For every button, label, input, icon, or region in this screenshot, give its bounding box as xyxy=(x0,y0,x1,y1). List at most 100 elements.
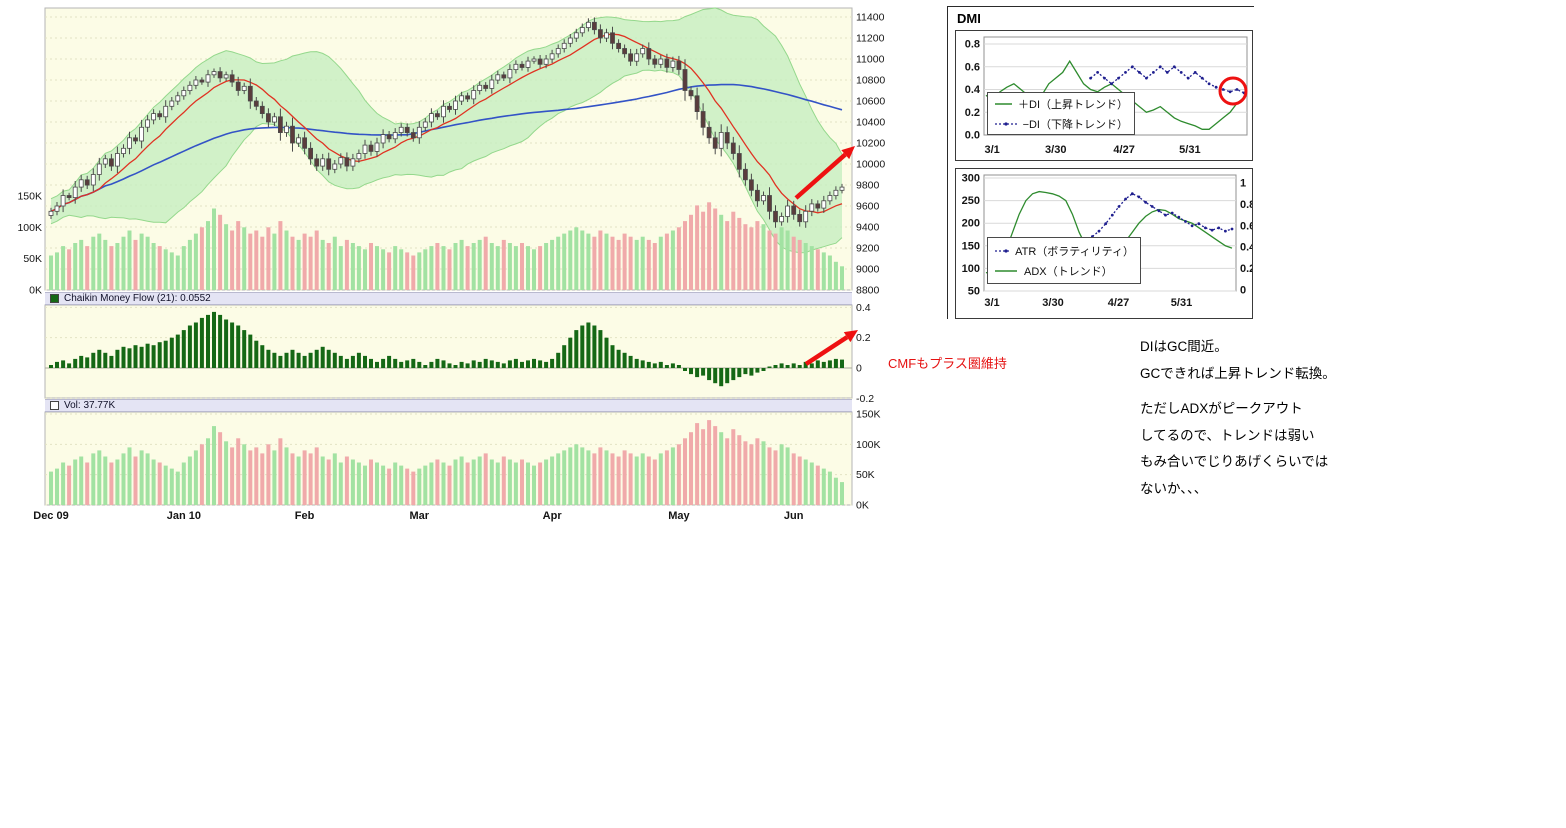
svg-text:1: 1 xyxy=(1240,178,1246,190)
dmi-legend-minus-di: −DI（下降トレンド） xyxy=(994,116,1128,132)
svg-text:3/1: 3/1 xyxy=(984,297,999,309)
comment-line: してるので、トレンドは弱い xyxy=(1140,427,1315,443)
svg-text:3/1: 3/1 xyxy=(984,144,999,156)
svg-text:0.8: 0.8 xyxy=(1240,199,1252,211)
svg-text:100: 100 xyxy=(962,263,980,275)
svg-text:May: May xyxy=(668,510,690,522)
svg-text:50: 50 xyxy=(968,286,980,298)
svg-text:10200: 10200 xyxy=(856,138,885,150)
volume-series-swatch xyxy=(50,401,59,410)
svg-text:9000: 9000 xyxy=(856,264,880,276)
svg-text:Mar: Mar xyxy=(410,510,430,522)
svg-text:4/27: 4/27 xyxy=(1108,297,1129,309)
svg-text:200: 200 xyxy=(962,218,980,230)
svg-text:250: 250 xyxy=(962,195,980,207)
svg-text:0.4: 0.4 xyxy=(1240,242,1252,254)
comment-line: ないか、、、 xyxy=(1140,480,1208,496)
comment-line: DIはGC間近。 xyxy=(1140,339,1228,354)
cmf-bars xyxy=(49,311,844,387)
gc-highlight-circle xyxy=(1218,76,1248,106)
volume-panel-bars xyxy=(49,420,844,505)
svg-text:300: 300 xyxy=(962,173,980,185)
svg-text:0.6: 0.6 xyxy=(965,61,980,73)
comment-line: ただしADXがピークアウト xyxy=(1140,401,1303,416)
atr-line-icon xyxy=(995,248,1010,253)
svg-text:10600: 10600 xyxy=(856,96,885,108)
svg-text:50K: 50K xyxy=(856,469,875,481)
svg-text:0.2: 0.2 xyxy=(1240,263,1252,275)
atr-legend-row: ATR（ボラティリティ） xyxy=(994,243,1134,259)
svg-text:3/30: 3/30 xyxy=(1045,144,1066,156)
svg-text:Dec 09: Dec 09 xyxy=(33,510,68,522)
svg-text:50K: 50K xyxy=(23,253,42,265)
dmi-legend: ＋DI（上昇トレンド） −DI（下降トレンド） xyxy=(987,92,1135,135)
svg-text:8800: 8800 xyxy=(856,285,880,297)
svg-text:150: 150 xyxy=(962,240,980,252)
svg-text:0: 0 xyxy=(856,363,862,375)
svg-text:10000: 10000 xyxy=(856,159,885,171)
cmf-panel-title: Chaikin Money Flow (21): 0.0552 xyxy=(64,293,211,304)
svg-text:9400: 9400 xyxy=(856,222,880,234)
svg-text:5/31: 5/31 xyxy=(1171,297,1192,309)
minus-di-line-icon xyxy=(995,121,1017,126)
svg-text:0.2: 0.2 xyxy=(965,107,980,119)
cmf-panel-header[interactable]: Chaikin Money Flow (21): 0.0552 xyxy=(45,292,852,305)
svg-text:0: 0 xyxy=(1240,285,1246,297)
plus-di-label: ＋DI（上昇トレンド） xyxy=(1018,98,1128,111)
volume-panel-title: Vol: 37.77K xyxy=(64,400,116,411)
svg-text:9200: 9200 xyxy=(856,243,880,255)
svg-text:0K: 0K xyxy=(856,500,869,512)
svg-text:Jan 10: Jan 10 xyxy=(167,510,201,522)
ma-short-line xyxy=(50,33,843,214)
adx-legend-row: ADX（トレンド） xyxy=(994,263,1134,279)
analysis-comment-block: DIはGC間近。 GCできれば上昇トレンド転換。 ただしADXがピークアウト し… xyxy=(1140,334,1336,502)
svg-text:9800: 9800 xyxy=(856,180,880,192)
svg-text:3/30: 3/30 xyxy=(1042,297,1063,309)
frame-line-left xyxy=(947,6,948,319)
plus-di-line-icon xyxy=(995,102,1012,105)
atr-line xyxy=(1091,192,1234,238)
svg-text:150K: 150K xyxy=(17,191,42,203)
atr-adx-legend: ATR（ボラティリティ） ADX（トレンド） xyxy=(987,237,1141,284)
minus-di-line xyxy=(1089,65,1246,95)
svg-text:Apr: Apr xyxy=(543,510,563,522)
axis-labels: 11400 11200 11000 10800 10600 10400 10200 10000… xyxy=(17,12,885,512)
svg-text:10800: 10800 xyxy=(856,75,885,87)
dmi-panel-title: DMI xyxy=(957,11,981,26)
svg-text:11000: 11000 xyxy=(856,54,885,66)
comment-line: もみ合いでじりあげくらいでは xyxy=(1140,454,1329,469)
svg-text:-0.2: -0.2 xyxy=(856,393,874,405)
svg-text:Feb: Feb xyxy=(295,510,315,522)
svg-text:100K: 100K xyxy=(856,439,881,451)
svg-text:9600: 9600 xyxy=(856,201,880,213)
cmf-series-swatch xyxy=(50,294,59,303)
price-cmf-volume-chart[interactable]: 11400 11200 11000 10800 10600 10400 10200 10000… xyxy=(0,0,900,528)
comment-line: GCできれば上昇トレンド転換。 xyxy=(1140,365,1336,381)
svg-text:100K: 100K xyxy=(17,222,42,234)
x-axis-labels: Dec 09 Jan 10 Feb Mar Apr May Jun xyxy=(33,510,803,522)
adx-line-icon xyxy=(995,269,1017,272)
svg-text:0.4: 0.4 xyxy=(856,302,871,314)
svg-text:0.8: 0.8 xyxy=(965,39,980,51)
svg-text:0K: 0K xyxy=(29,285,42,297)
ma-long-line xyxy=(50,83,843,213)
dmi-axis-labels: 0.8 0.6 0.4 0.2 0.0 3/1 3/30 4/27 5/31 xyxy=(965,39,1201,157)
minus-di-label: −DI（下降トレンド） xyxy=(1022,118,1128,131)
svg-text:10400: 10400 xyxy=(856,117,885,129)
dmi-grid xyxy=(984,43,1247,113)
svg-text:0.6: 0.6 xyxy=(1240,220,1252,232)
svg-text:150K: 150K xyxy=(856,409,881,421)
svg-text:5/31: 5/31 xyxy=(1179,144,1200,156)
adx-label: ADX（トレンド） xyxy=(1024,265,1113,278)
price-volume-overlay-bars xyxy=(49,202,844,290)
svg-text:0.2: 0.2 xyxy=(856,332,871,344)
svg-text:Jun: Jun xyxy=(784,510,804,522)
dmi-legend-plus-di: ＋DI（上昇トレンド） xyxy=(994,96,1128,112)
svg-text:4/27: 4/27 xyxy=(1113,144,1134,156)
svg-text:0.4: 0.4 xyxy=(965,84,981,96)
volume-panel-header[interactable]: Vol: 37.77K xyxy=(45,399,852,412)
svg-text:11400: 11400 xyxy=(856,12,885,24)
frame-line-top xyxy=(947,6,1254,7)
atr-axis-labels: 300 250 200 150 100 50 1 0.8 0.6 0.4 0.2 0 3/1 3/30 4/… xyxy=(962,173,1257,310)
